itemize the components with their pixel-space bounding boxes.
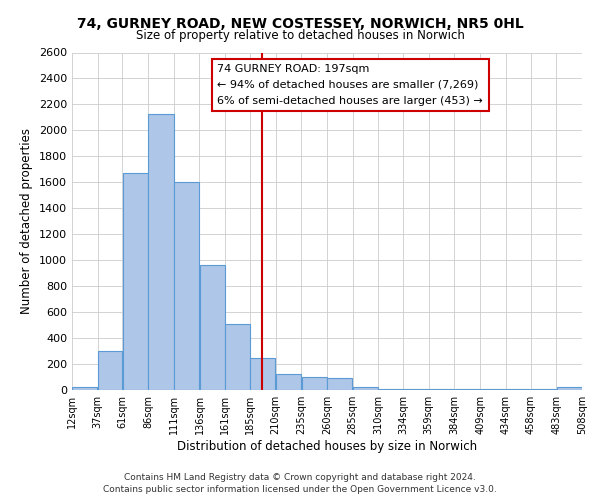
Bar — [122, 173, 148, 390]
Bar — [174, 182, 199, 390]
Bar — [72, 388, 97, 390]
Text: 74 GURNEY ROAD: 197sqm
← 94% of detached houses are smaller (7,269)
6% of semi-d: 74 GURNEY ROAD: 197sqm ← 94% of detached… — [217, 64, 483, 106]
Bar — [148, 114, 173, 390]
Bar — [327, 378, 352, 390]
Bar — [353, 387, 378, 390]
Bar — [226, 324, 250, 390]
Bar — [557, 388, 582, 390]
Text: Size of property relative to detached houses in Norwich: Size of property relative to detached ho… — [136, 29, 464, 42]
Bar — [302, 377, 327, 390]
Y-axis label: Number of detached properties: Number of detached properties — [20, 128, 34, 314]
Bar — [250, 358, 275, 390]
Bar — [200, 266, 225, 390]
Bar — [98, 351, 122, 390]
Text: Contains HM Land Registry data © Crown copyright and database right 2024.
Contai: Contains HM Land Registry data © Crown c… — [103, 472, 497, 494]
Text: 74, GURNEY ROAD, NEW COSTESSEY, NORWICH, NR5 0HL: 74, GURNEY ROAD, NEW COSTESSEY, NORWICH,… — [77, 18, 523, 32]
Bar — [276, 374, 301, 390]
X-axis label: Distribution of detached houses by size in Norwich: Distribution of detached houses by size … — [177, 440, 477, 453]
